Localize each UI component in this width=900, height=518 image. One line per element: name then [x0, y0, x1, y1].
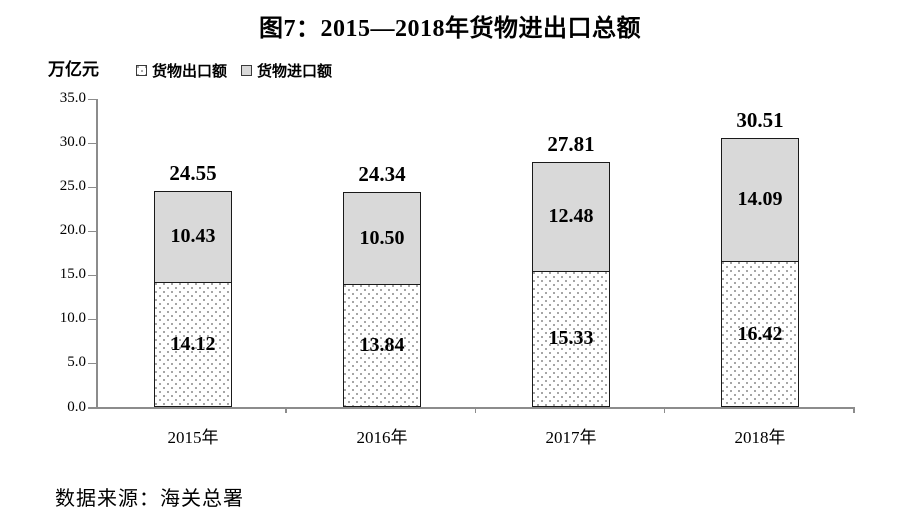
legend: 货物出口额 货物进口额	[136, 60, 332, 81]
y-tick-label: 10.0	[59, 310, 86, 327]
y-axis-line	[96, 98, 98, 407]
y-tick-label: 0.0	[67, 398, 86, 415]
y-tick-mark	[88, 318, 96, 321]
import-value-label: 14.09	[737, 188, 783, 211]
export-value-label: 15.33	[548, 327, 594, 350]
import-value-label: 10.43	[170, 224, 216, 247]
import-value-label: 10.50	[359, 226, 405, 249]
import-value-label: 12.48	[548, 204, 594, 227]
legend-label-export: 货物出口额	[152, 63, 228, 80]
legend-swatch-import-icon	[241, 65, 253, 76]
x-category-label: 2017年	[545, 428, 597, 447]
total-value-label: 24.34	[358, 162, 406, 187]
bar-segment-import-2017年	[532, 161, 610, 272]
x-tick-mark	[663, 407, 666, 413]
x-category-label: 2016年	[356, 428, 408, 447]
total-value-label: 27.81	[547, 131, 595, 156]
y-tick-label: 30.0	[59, 134, 86, 151]
legend-swatch-export-icon	[136, 65, 147, 76]
y-tick-mark	[88, 274, 96, 277]
total-value-label: 30.51	[736, 108, 784, 133]
y-tick-mark	[88, 142, 96, 145]
y-tick-label: 35.0	[59, 90, 86, 106]
y-tick-mark	[88, 186, 96, 189]
x-tick-mark	[853, 407, 855, 413]
y-axis-unit-label: 万亿元	[48, 60, 99, 79]
bar-segment-import-2015年	[154, 190, 232, 283]
y-tick-label: 25.0	[59, 178, 86, 195]
y-tick-label: 20.0	[59, 222, 86, 239]
x-category-label: 2018年	[734, 428, 786, 447]
y-tick-mark	[88, 230, 96, 233]
y-tick-mark	[88, 98, 96, 100]
export-value-label: 14.12	[170, 332, 216, 355]
export-value-label: 13.84	[359, 334, 405, 356]
chart-title: 图7：2015—2018年货物进出口总额	[259, 16, 641, 42]
legend-label-import: 货物进口额	[257, 63, 333, 80]
export-value-label: 16.42	[737, 322, 783, 345]
bar-segment-export-2015年	[154, 282, 232, 407]
x-tick-mark	[285, 407, 287, 413]
source-note: 数据来源：海关总署	[55, 488, 244, 510]
bar-segment-export-2017年	[532, 271, 610, 407]
y-tick-mark	[88, 407, 96, 409]
legend-item-import: 货物进口额	[241, 60, 332, 81]
bar-segment-import-2016年	[343, 192, 421, 285]
total-value-label: 24.55	[169, 160, 217, 185]
y-tick-label: 15.0	[59, 266, 86, 283]
bar-segment-export-2016年	[343, 285, 421, 407]
y-tick-label: 5.0	[67, 354, 86, 371]
x-tick-mark	[474, 407, 476, 413]
bar-segment-import-2018年	[721, 138, 799, 263]
y-tick-mark	[88, 362, 96, 365]
legend-item-export: 货物出口额	[136, 60, 227, 81]
x-category-label: 2015年	[167, 428, 219, 447]
bar-segment-export-2018年	[721, 262, 799, 407]
